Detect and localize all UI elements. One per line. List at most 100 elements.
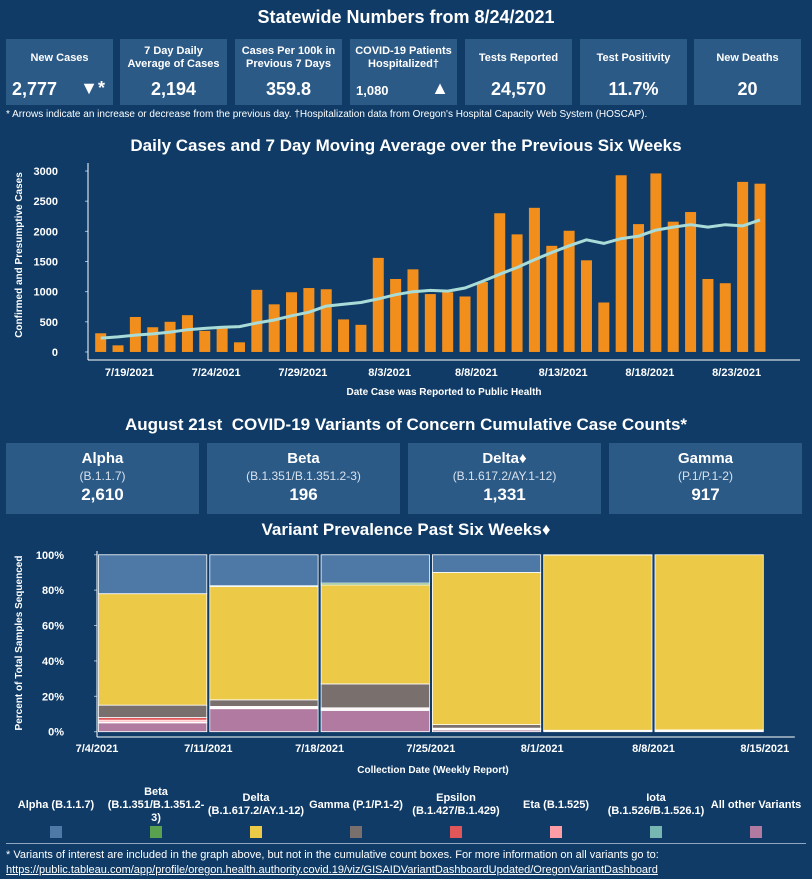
kpi-value: 2,194 <box>150 79 197 99</box>
variant-name: Alpha <box>81 450 124 467</box>
bar <box>442 292 454 352</box>
variant-lineage: (P.1/P.1-2) <box>678 469 733 483</box>
variant-box: Delta♦ (B.1.617.2/AY.1-12) 1,331 <box>408 443 601 514</box>
x-axis-title: Date Case was Reported to Public Health <box>346 387 541 398</box>
x-tick-label: 8/1/2021 <box>521 743 564 755</box>
bar <box>112 345 124 352</box>
bar-segment <box>320 710 430 733</box>
legend-item: Iota (B.1.526/B.1.526.1) <box>606 788 706 838</box>
x-tick-label: 7/24/2021 <box>192 367 241 379</box>
bar <box>511 234 523 352</box>
bar <box>216 327 228 352</box>
bar <box>251 289 263 352</box>
bar-segment <box>98 593 208 706</box>
kpi-indicator: ▼* <box>80 78 105 98</box>
legend-swatch <box>350 826 362 838</box>
kpi-value: 20 <box>737 79 758 99</box>
bar <box>355 324 367 352</box>
variant-count: 196 <box>289 485 318 504</box>
kpi-label: Cases Per 100k in Previous 7 Days <box>241 45 336 70</box>
y-tick-label: 1000 <box>34 287 58 299</box>
bar <box>459 296 471 352</box>
bar <box>650 173 662 352</box>
legend-label: Alpha (B.1.1.7) <box>17 798 95 811</box>
y-tick-label: 2500 <box>34 196 58 208</box>
kpi-card: COVID-19 Patients Hospitalized† 1,080 ▲ <box>350 39 457 105</box>
bar <box>528 207 540 352</box>
x-tick-label: 7/4/2021 <box>76 743 119 755</box>
daily-cases-chart: 0 500 1000 1500 2000 2500 3000 7/19/2021 7/24/20… <box>14 163 800 398</box>
y-tick-label: 80% <box>42 585 64 597</box>
y-tick-label: 60% <box>42 621 64 633</box>
kpi-label: 7 Day Daily Average of Cases <box>127 45 220 70</box>
legend-label: Gamma (P.1/P.1-2) <box>309 798 403 811</box>
bar <box>303 288 315 352</box>
bar-segment <box>98 722 208 733</box>
footer-link[interactable]: https://public.tableau.com/app/profile/o… <box>6 864 658 876</box>
legend-label: Epsilon (B.1.427/B.1.429) <box>412 792 500 817</box>
variant-lineage: (B.1.1.7) <box>79 469 126 483</box>
kpi-value: 11.7% <box>608 79 659 99</box>
x-tick-label: 7/18/2021 <box>295 743 344 755</box>
x-tick-label: 8/15/2021 <box>740 743 789 755</box>
bar <box>424 294 436 352</box>
legend-swatch <box>750 826 762 838</box>
bar-segment <box>320 584 430 685</box>
kpi-card: New Cases 2,777 ▼* <box>6 39 113 105</box>
legend-item: Delta (B.1.617.2/AY.1-12) <box>206 788 306 838</box>
bar <box>685 212 697 352</box>
kpi-card: Test Positivity 11.7% <box>580 39 687 105</box>
bar <box>633 224 645 352</box>
bar <box>737 181 749 352</box>
chart-title: Daily Cases and 7 Day Moving Average ove… <box>130 136 682 155</box>
variant-name: Beta <box>287 450 320 467</box>
variant-prevalence-chart: 0% 20% 40% 60% 80% 100% 7/4/2021 7/11/2021 7/18/… <box>14 550 795 776</box>
bar <box>147 327 159 352</box>
bar-segment <box>209 554 319 587</box>
bar-segment <box>320 683 430 709</box>
bar <box>390 278 402 352</box>
bar <box>372 257 384 352</box>
x-tick-label: 7/29/2021 <box>278 367 327 379</box>
variant-box: Gamma (P.1/P.1-2) 917 <box>609 443 802 514</box>
kpi-card: Tests Reported 24,570 <box>465 39 572 105</box>
kpi-indicator: ▲ <box>431 78 449 98</box>
legend-swatch <box>650 826 662 838</box>
legend-swatch <box>250 826 262 838</box>
bar <box>268 304 280 352</box>
x-tick-label: 7/25/2021 <box>406 743 455 755</box>
bar <box>233 342 245 352</box>
variant-name: Gamma <box>677 450 734 467</box>
bar <box>181 315 193 352</box>
bar <box>702 278 714 352</box>
bar <box>320 289 332 352</box>
variant-count: 917 <box>691 485 720 504</box>
legend-item: Eta (B.1.525) <box>506 788 606 838</box>
kpi-label: New Cases <box>30 51 89 64</box>
bar <box>199 330 211 352</box>
variant-count: 1,331 <box>483 485 526 504</box>
bar <box>719 283 731 352</box>
bar <box>95 333 107 352</box>
legend-swatch <box>550 826 562 838</box>
bar <box>563 230 575 352</box>
y-axis-title: Percent of Total Samples Sequenced <box>14 556 25 731</box>
bar <box>546 245 558 352</box>
bar <box>164 321 176 352</box>
bar-segment <box>431 724 542 729</box>
kpi-value: 2,777 <box>12 79 58 99</box>
legend-label: Beta (B.1.351/B.1.351.2-3) <box>107 785 205 824</box>
y-tick-label: 0 <box>52 347 58 359</box>
legend-swatch <box>50 826 62 838</box>
footer-note: * Variants of interest are included in t… <box>6 849 659 861</box>
bar <box>286 292 298 352</box>
y-tick-label: 0% <box>48 727 64 739</box>
chart-title: Variant Prevalence Past Six Weeks♦ <box>261 520 551 539</box>
bar <box>754 183 766 352</box>
legend-label: All other Variants <box>710 798 802 811</box>
separator <box>6 843 806 844</box>
variants-title: August 21st COVID-19 Variants of Concern… <box>124 415 688 434</box>
variant-name: Delta♦ <box>482 450 527 467</box>
bar-segment <box>209 699 319 707</box>
kpi-card: 7 Day Daily Average of Cases 2,194 <box>120 39 227 105</box>
